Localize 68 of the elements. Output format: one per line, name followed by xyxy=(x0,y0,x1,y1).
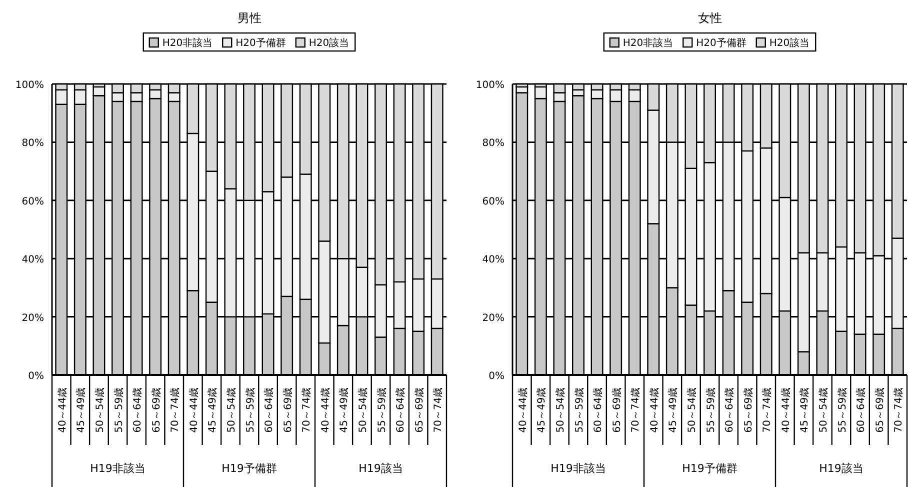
x-tick-label: 55～59歳 xyxy=(244,387,256,433)
chart-title: 男性 xyxy=(237,11,262,25)
y-tick-label: 80% xyxy=(482,138,504,150)
x-tick-label: 65～69歳 xyxy=(150,387,162,433)
x-tick-label: 50～54歳 xyxy=(817,387,830,433)
x-tick-label: 55～59歳 xyxy=(836,387,848,433)
x-tick-label: 60～64歳 xyxy=(592,387,604,433)
y-tick-label: 0% xyxy=(488,371,504,382)
x-tick-label: 50～54歳 xyxy=(94,387,106,433)
x-tick-label: 40～44歳 xyxy=(516,387,529,433)
y-tick-label: 40% xyxy=(22,254,44,266)
legend-label: H20予備群 xyxy=(696,37,746,49)
x-tick-label: 40～44歳 xyxy=(648,387,660,433)
y-tick-label: 80% xyxy=(22,138,44,150)
x-tick-label: 50～54歳 xyxy=(554,387,566,433)
x-tick-label: 40～44歳 xyxy=(319,387,332,433)
x-tick-label: 70～74歳 xyxy=(432,387,444,433)
text: H19該当 xyxy=(819,462,864,475)
text: H19該当 xyxy=(358,462,403,475)
x-tick-label: 45～49歳 xyxy=(206,387,219,433)
x-tick-label: 40～44歳 xyxy=(56,387,68,433)
y-tick-label: 100% xyxy=(476,80,504,91)
x-tick-label: 65～69歳 xyxy=(282,387,294,433)
y-tick-label: 40% xyxy=(482,254,504,266)
legend-label: H20該当 xyxy=(769,37,810,49)
x-tick-label: 45～49歳 xyxy=(667,387,680,433)
y-tick-label: 20% xyxy=(482,312,504,324)
y-tick-label: 20% xyxy=(22,312,44,324)
x-tick-label: 60～64歳 xyxy=(263,387,276,433)
x-tick-label: 60～64歳 xyxy=(724,387,736,433)
y-tick-label: 100% xyxy=(15,80,44,91)
x-tick-label: 60～64歳 xyxy=(394,387,407,433)
y-tick-label: 60% xyxy=(22,196,44,208)
legend-label: H20該当 xyxy=(308,37,350,49)
x-tick-label: 70～74歳 xyxy=(761,387,774,433)
text: H19非該当 xyxy=(550,462,606,475)
x-tick-label: 40～44歳 xyxy=(188,387,200,433)
x-tick-label: 60～64歳 xyxy=(132,387,144,433)
x-tick-label: 65～69歳 xyxy=(610,387,623,433)
x-tick-label: 70～74歳 xyxy=(892,387,905,433)
text: H19予備群 xyxy=(682,462,738,475)
legend-label: H20非該当 xyxy=(622,37,674,49)
x-tick-label: 55～59歳 xyxy=(573,387,586,433)
text: H19非該当 xyxy=(90,462,146,475)
x-tick-label: 70～74歳 xyxy=(300,387,313,433)
x-tick-label: 65～69歳 xyxy=(874,387,886,433)
y-tick-label: 0% xyxy=(28,371,44,382)
chart-title: 女性 xyxy=(698,11,722,25)
x-tick-label: 50～54歳 xyxy=(356,387,369,433)
x-tick-label: 65～69歳 xyxy=(413,387,426,433)
x-tick-label: 55～59歳 xyxy=(376,387,388,433)
legend-label: H20予備群 xyxy=(236,37,286,49)
x-tick-label: 70～74歳 xyxy=(169,387,182,433)
x-tick-label: 45～49歳 xyxy=(75,387,88,433)
x-tick-label: 45～49歳 xyxy=(536,387,548,433)
x-tick-label: 50～54歳 xyxy=(686,387,698,433)
legend-label: H20非該当 xyxy=(162,37,213,49)
y-tick-label: 60% xyxy=(482,196,504,208)
x-tick-label: 40～44歳 xyxy=(780,387,792,433)
x-tick-label: 50～54歳 xyxy=(225,387,238,433)
x-tick-label: 55～59歳 xyxy=(704,387,717,433)
text: H19予備群 xyxy=(222,462,277,475)
x-tick-label: 70～74歳 xyxy=(630,387,642,433)
x-tick-label: 55～59歳 xyxy=(112,387,125,433)
x-tick-label: 65～69歳 xyxy=(742,387,754,433)
x-tick-label: 60～64歳 xyxy=(855,387,868,433)
x-tick-label: 45～49歳 xyxy=(338,387,350,433)
x-tick-label: 45～49歳 xyxy=(798,387,811,433)
